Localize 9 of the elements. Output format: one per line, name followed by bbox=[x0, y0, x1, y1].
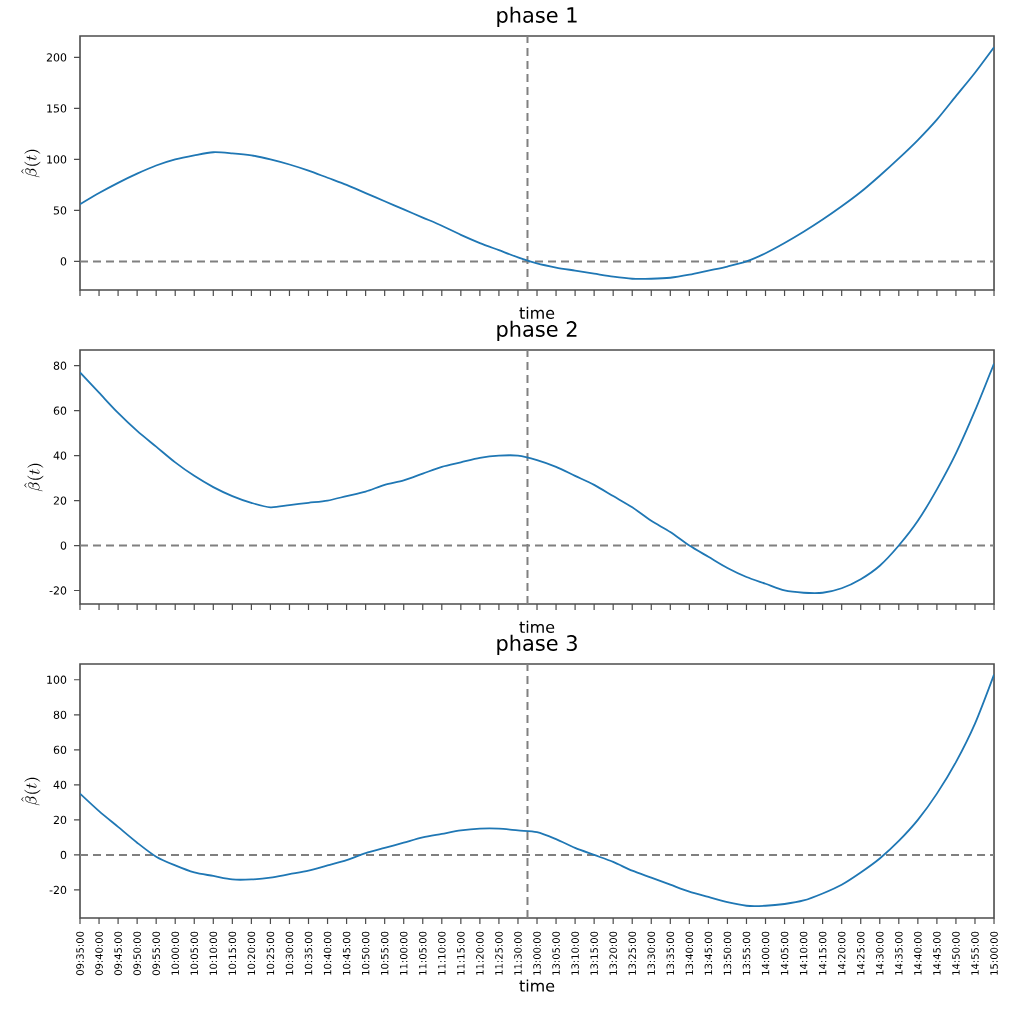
line-series bbox=[80, 673, 995, 907]
chart-title: phase 1 bbox=[497, 6, 577, 27]
line-series bbox=[80, 46, 995, 280]
y-axis-title: $\hat{\beta}(t)$ bbox=[21, 149, 41, 178]
chart-title: phase 3 bbox=[497, 634, 577, 655]
line-series bbox=[80, 362, 995, 594]
y-axis-title: $\hat{\beta}(t)$ bbox=[24, 463, 44, 492]
chart-title: phase 2 bbox=[497, 320, 577, 341]
y-axis-title: $\hat{\beta}(t)$ bbox=[21, 777, 41, 806]
